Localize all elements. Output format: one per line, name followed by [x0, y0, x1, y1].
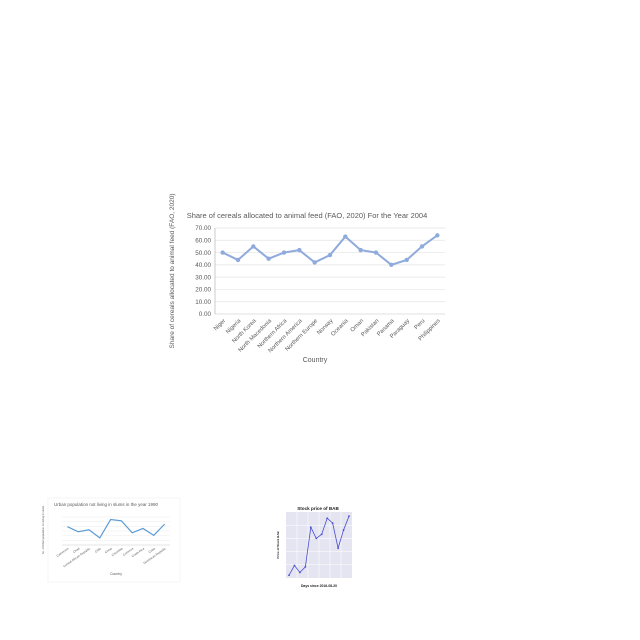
- main-data-point: [235, 257, 241, 263]
- main-data-point: [220, 250, 225, 255]
- thumb1-x-tick-label: Cuba: [148, 546, 156, 554]
- main-series-points: [220, 233, 440, 268]
- main-chart-title: Share of cereals allocated to animal fee…: [187, 211, 428, 220]
- thumb2-data-point: [337, 547, 339, 550]
- thumb1-x-tick-label: China: [104, 546, 113, 554]
- main-y-axis-label: Share of cereals allocated to animal fee…: [169, 193, 176, 348]
- thumb1-series-line: [67, 518, 166, 539]
- main-data-point: [251, 244, 256, 249]
- main-data-point: [389, 262, 394, 268]
- main-y-tick-label: 0.00: [199, 311, 212, 318]
- thumb2-title: Stock price of BAB: [297, 506, 339, 511]
- thumb2-data-point: [304, 565, 307, 568]
- main-y-tick-label: 70.00: [195, 225, 211, 232]
- main-y-tick-label: 10.00: [195, 299, 211, 306]
- main-y-tick-label: 50.00: [195, 250, 211, 257]
- thumb2-data-point: [315, 537, 318, 540]
- main-data-point: [312, 260, 317, 265]
- main-y-tick-label: 60.00: [195, 237, 211, 244]
- thumb2-data-point: [309, 526, 312, 529]
- thumb2-data-point: [293, 564, 296, 567]
- thumb2-data-point: [299, 571, 301, 574]
- thumb2-series-line: [288, 516, 350, 576]
- main-data-point: [343, 234, 348, 239]
- thumb1-x-tick-label: Chile: [94, 546, 102, 553]
- thumb1-x-tick-label: Comoros: [122, 546, 135, 557]
- main-data-point: [358, 247, 363, 253]
- thumb2-data-point: [348, 515, 350, 518]
- main-y-tick-label: 20.00: [195, 287, 211, 294]
- thumb2-series-points: [288, 515, 350, 577]
- main-data-point: [281, 250, 287, 255]
- thumb1-gridlines: [62, 516, 170, 546]
- main-x-axis-label: Country: [303, 357, 328, 364]
- thumb1-x-axis-label: Country: [110, 572, 122, 576]
- thumb1-y-axis-label: No. of Urban population not living in sl…: [41, 505, 45, 554]
- main-data-point: [327, 252, 333, 258]
- thumb2-y-axis-label: Price of Stock BAB: [276, 530, 280, 558]
- main-data-point: [266, 256, 271, 261]
- thumb2-data-point: [288, 574, 290, 577]
- thumb1-x-tick-label: Costa Rica: [131, 546, 146, 558]
- main-y-tick-label: 40.00: [195, 262, 211, 269]
- thumb2-x-axis-label: Days since 2016-08-20: [301, 584, 337, 588]
- main-y-tick-label: 30.00: [195, 274, 211, 281]
- thumb2-gridlines: [286, 512, 352, 578]
- thumb1-x-tick-label: Cameroon: [56, 546, 70, 558]
- thumb1-x-tick-label: Colombia: [111, 546, 124, 557]
- thumb1-x-tick-label: Chad: [72, 546, 80, 554]
- main-gridlines: [215, 227, 445, 303]
- thumb1-frame: [47, 497, 181, 583]
- main-data-point: [419, 244, 425, 249]
- main-data-point: [297, 247, 302, 253]
- main-data-point: [404, 257, 409, 263]
- main-data-point: [435, 233, 440, 238]
- thumb2-data-point: [342, 529, 345, 531]
- main-y-tick-labels: 0.00 10.00 20.00 30.00 40.00 50.00 60.00 70.00: [195, 225, 211, 318]
- main-data-point: [373, 250, 379, 255]
- thumb2-data-point: [320, 533, 323, 536]
- thumb2-data-point: [326, 517, 329, 520]
- thumb2-data-point: [331, 522, 334, 525]
- thumb1-title: Urban population not living in slums in …: [54, 502, 158, 507]
